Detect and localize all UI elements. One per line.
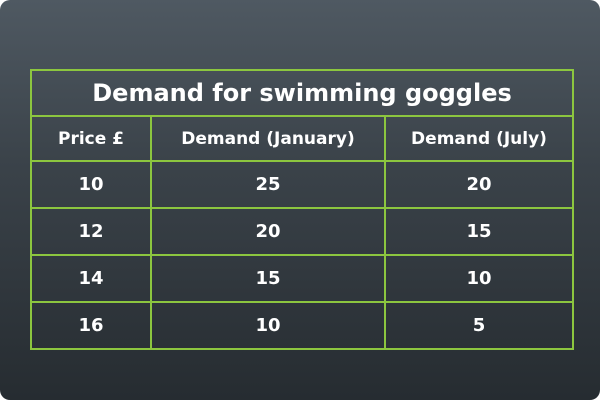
demand-july-cell: 10 [383,254,575,303]
demand-table: Demand for swimming goggles Price £ Dema… [29,69,575,350]
price-cell: 14 [30,254,152,303]
demand-july-cell: 15 [383,207,575,256]
table-row: 10 25 20 [30,160,575,209]
price-cell: 12 [30,207,152,256]
demand-july-cell: 20 [383,160,575,209]
table-row: 16 10 5 [30,301,575,350]
column-header-price: Price £ [30,115,152,162]
demand-january-cell: 10 [150,301,386,350]
table-title-row: Demand for swimming goggles [29,69,575,117]
table-row: 14 15 10 [30,254,575,303]
demand-july-cell: 5 [383,301,575,350]
table-title: Demand for swimming goggles [29,69,575,117]
demand-january-cell: 25 [150,160,386,209]
table-header-row: Price £ Demand (January) Demand (July) [30,115,575,162]
demand-january-cell: 20 [150,207,386,256]
table-row: 12 20 15 [30,207,575,256]
column-header-demand-july: Demand (July) [383,115,575,162]
column-header-demand-january: Demand (January) [150,115,386,162]
demand-january-cell: 15 [150,254,386,303]
price-cell: 16 [30,301,152,350]
price-cell: 10 [30,160,152,209]
